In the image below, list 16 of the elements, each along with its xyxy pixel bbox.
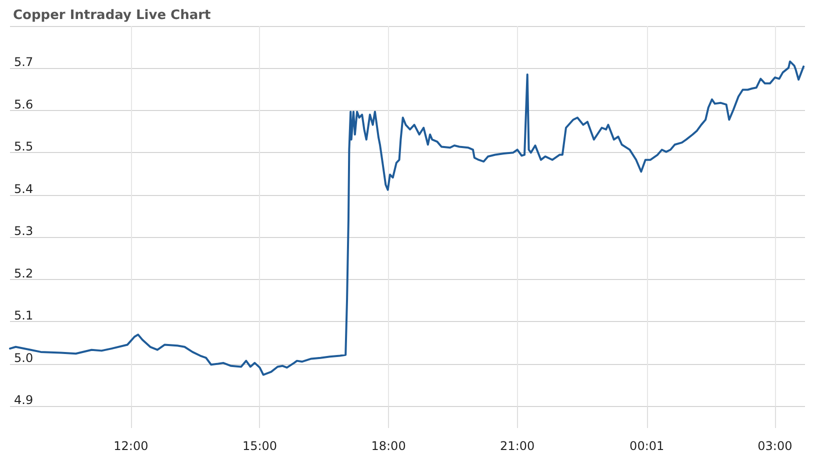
x-tick-label: 00:01 bbox=[630, 439, 664, 453]
y-tick-label: 5.7 bbox=[14, 55, 34, 70]
y-tick-label: 5.6 bbox=[14, 97, 34, 112]
x-tick-label: 18:00 bbox=[371, 439, 406, 453]
x-tick-label: 15:00 bbox=[242, 439, 278, 453]
y-tick-label: 4.9 bbox=[14, 393, 34, 407]
chart-title: Copper Intraday Live Chart bbox=[13, 8, 211, 23]
y-tick-label: 5.2 bbox=[14, 266, 34, 280]
y-tick-label: 5.1 bbox=[14, 308, 34, 323]
x-tick-label: 03:00 bbox=[758, 439, 792, 453]
y-tick-label: 5.5 bbox=[14, 140, 34, 154]
x-tick-label: 12:00 bbox=[114, 439, 148, 453]
y-tick-label: 5.4 bbox=[14, 182, 34, 196]
y-tick-label: 5.3 bbox=[14, 224, 34, 238]
y-tick-label: 5.0 bbox=[14, 350, 34, 365]
x-tick-label: 21:00 bbox=[500, 439, 535, 453]
